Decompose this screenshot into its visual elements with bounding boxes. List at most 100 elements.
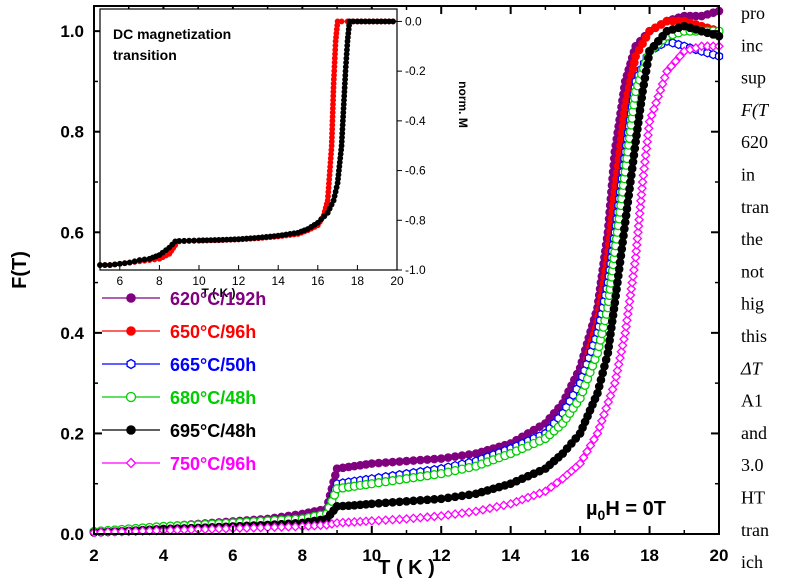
legend-item-680°C/48h: 680°C/48h [102,388,256,408]
legend-marker [125,457,137,469]
data-point [450,509,461,520]
data-point [612,365,623,376]
inset-chart: 6 8 10 12 14 16 18 20 0.0 -0.2 -0.4 -0.6 -0.8 -1.0 T (… [97,8,470,300]
side-text-line: in [741,165,755,185]
legend-item-620°C/192h: 620°C/192h [102,289,266,309]
data-point [366,516,377,526]
side-text-line: hig [741,294,764,314]
inset-data-point [111,261,118,268]
inset-y-tick-label: -0.8 [405,213,426,227]
side-text-line: tran [741,197,769,217]
x-tick-label: 10 [362,546,381,565]
data-point [429,511,440,522]
x-tick-label: 20 [710,546,729,565]
inset-data-point [390,18,396,25]
y-tick-label: 0.4 [60,324,84,343]
inset-data-point [191,237,197,244]
legend-item-650°C/96h: 650°C/96h [102,322,256,342]
inset-x-tick-label: 16 [311,274,325,288]
inset-data-point [136,257,143,263]
side-text-line: ΔT [740,358,764,378]
inset-data-point [141,256,148,263]
field-annotation: µ0H = 0T [586,498,666,523]
inset-x-axis-title: T ( K ) [202,286,236,300]
legend: 620°C/192h 650°C/96h 665°C/50h 680°C/48h 695… [102,289,266,474]
data-point [380,515,391,526]
y-tick-label: 0.0 [60,525,84,544]
data-point [613,359,624,370]
data-point [373,515,384,526]
x-tick-label: 4 [159,546,169,565]
legend-item-695°C/48h: 695°C/48h [102,421,256,441]
data-point [675,51,685,62]
inset-data-point [176,238,183,244]
x-tick-label: 8 [298,546,307,565]
side-text-line: 3.0 [741,455,764,475]
inset-title-line: transition [113,47,177,63]
y-tick-label: 1.0 [60,22,84,41]
side-text-line: inc [741,35,763,55]
data-point [616,346,627,357]
side-text-line: ich [741,552,763,572]
legend-label: 695°C/48h [170,421,256,441]
data-point [621,321,632,332]
legend-marker [126,293,136,303]
inset-data-point [102,262,108,268]
inset-data-point [338,18,345,25]
legend-marker [126,326,136,336]
data-point [290,521,301,532]
side-text-line: 620 [741,132,768,152]
data-point [255,522,266,533]
legend-label: 650°C/96h [170,322,256,342]
y-tick-label: 0.8 [60,123,84,142]
data-point [582,446,592,457]
legend-label: 680°C/48h [170,388,256,408]
data-point [637,183,647,194]
inset-data-point [107,262,113,268]
data-point [615,353,625,363]
y-axis-title: F(T) [9,251,31,289]
data-point [283,521,294,532]
data-point [636,189,647,200]
data-point [661,66,672,77]
inset-title-line: DC magnetization [113,26,231,42]
side-text-line: sup [741,68,766,88]
data-point [589,434,599,445]
side-text-line: HT [741,488,765,508]
inset-y-tick-label: -0.4 [405,114,426,128]
legend-item-750°C/96h: 750°C/96h [102,454,256,474]
legend-marker [126,358,136,370]
data-point [625,290,636,301]
inset-x-tick-label: 14 [272,274,286,288]
legend-label: 665°C/50h [170,355,256,375]
data-point [641,143,652,154]
data-point [546,482,557,492]
x-axis-title: T ( K ) [378,557,435,579]
data-point [635,195,646,206]
side-text-line: the [741,229,763,249]
data-point [628,271,638,282]
side-text-column: pro inc sup F(T 620 in tran the not hig this ΔT A1 an… [740,3,770,572]
inset-x-tick-label: 8 [156,274,163,288]
inset-y-tick-label: -1.0 [405,263,426,277]
data-point [666,61,677,72]
data-point [276,522,287,532]
data-point [638,170,649,181]
data-point [609,378,620,389]
data-point [464,507,474,518]
data-point [540,486,551,497]
data-point [436,510,447,521]
data-point [633,227,643,238]
side-text-line: not [741,261,764,281]
inset-x-tick-label: 10 [192,274,206,288]
data-point [632,233,643,244]
data-point [457,508,467,519]
data-point [578,452,589,463]
legend-label: 620°C/192h [170,289,266,309]
data-point [627,277,638,288]
data-point [575,458,586,469]
data-point [401,513,412,524]
x-tick-label: 2 [89,546,98,565]
data-point [631,239,642,250]
side-text-line: tran [741,520,769,540]
